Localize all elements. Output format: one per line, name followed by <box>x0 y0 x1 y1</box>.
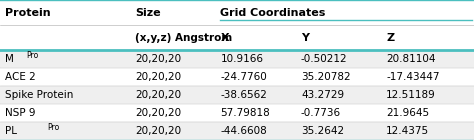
Text: 10.9166: 10.9166 <box>220 54 264 64</box>
Text: 20,20,20: 20,20,20 <box>135 54 181 64</box>
Text: Size: Size <box>135 8 161 18</box>
Bar <box>0 86 474 104</box>
Text: -24.7760: -24.7760 <box>220 72 267 82</box>
Text: X: X <box>220 33 229 43</box>
Text: Y: Y <box>301 33 309 43</box>
Text: 35.20782: 35.20782 <box>301 72 351 82</box>
Text: M: M <box>5 54 14 64</box>
Text: 35.2642: 35.2642 <box>301 126 344 136</box>
Text: -0.7736: -0.7736 <box>301 108 341 118</box>
Text: 12.51189: 12.51189 <box>386 90 436 100</box>
Text: Spike Protein: Spike Protein <box>5 90 73 100</box>
Bar <box>0 104 474 122</box>
Text: Protein: Protein <box>5 8 50 18</box>
Bar <box>0 50 474 68</box>
Text: -17.43447: -17.43447 <box>386 72 440 82</box>
Text: 21.9645: 21.9645 <box>386 108 429 118</box>
Text: Z: Z <box>386 33 394 43</box>
Text: 43.2729: 43.2729 <box>301 90 344 100</box>
Text: ACE 2: ACE 2 <box>5 72 36 82</box>
Text: -44.6608: -44.6608 <box>220 126 267 136</box>
Text: 20,20,20: 20,20,20 <box>135 126 181 136</box>
Text: Grid Coordinates: Grid Coordinates <box>220 8 326 18</box>
Bar <box>0 68 474 86</box>
Text: 20,20,20: 20,20,20 <box>135 90 181 100</box>
Text: 20.81104: 20.81104 <box>386 54 436 64</box>
Text: NSP 9: NSP 9 <box>5 108 35 118</box>
Text: PL: PL <box>5 126 17 136</box>
Text: -0.50212: -0.50212 <box>301 54 347 64</box>
Text: (x,y,z) Angstrom: (x,y,z) Angstrom <box>135 33 232 43</box>
Text: 12.4375: 12.4375 <box>386 126 429 136</box>
Text: Pro: Pro <box>47 123 60 132</box>
Bar <box>0 122 474 140</box>
Text: -38.6562: -38.6562 <box>220 90 267 100</box>
Text: 20,20,20: 20,20,20 <box>135 108 181 118</box>
Text: 57.79818: 57.79818 <box>220 108 270 118</box>
Text: 20,20,20: 20,20,20 <box>135 72 181 82</box>
Text: Pro: Pro <box>26 51 38 60</box>
